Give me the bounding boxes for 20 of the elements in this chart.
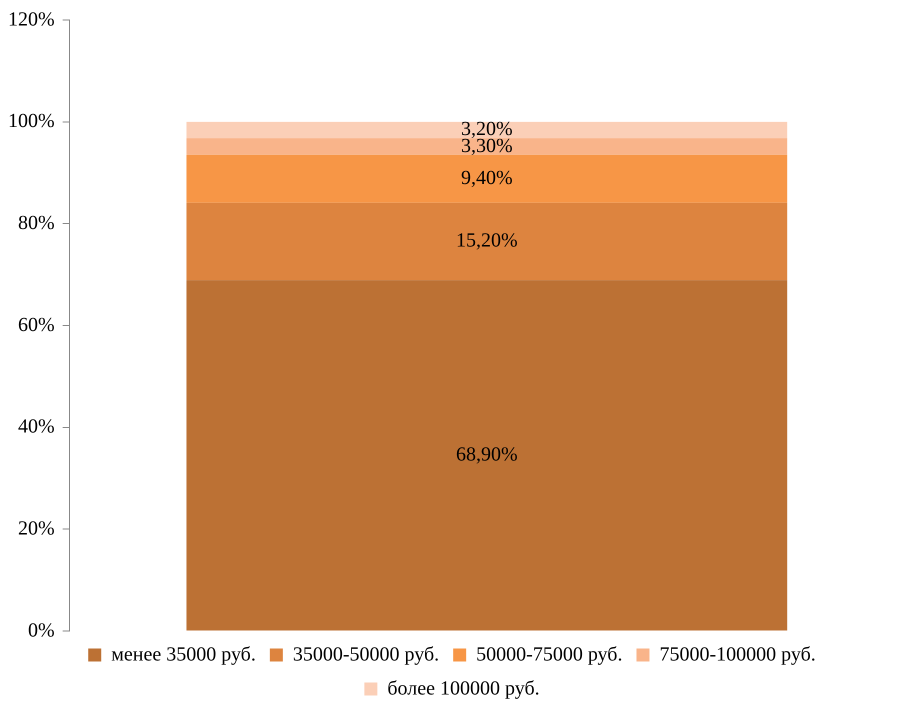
data-label: 15,20%: [456, 230, 518, 252]
bar: [186, 154, 788, 203]
y-tick-label: 60%: [18, 314, 55, 336]
y-tick-label: 80%: [18, 212, 55, 234]
legend-label: более 100000 руб.: [387, 677, 540, 700]
y-tick-label: 20%: [18, 517, 55, 540]
y-tick-label: 0%: [28, 619, 55, 642]
bar: [186, 280, 788, 630]
bar: [186, 122, 788, 138]
legend-label: 50000-75000 руб.: [476, 643, 622, 666]
legend-label: 35000-50000 руб.: [292, 643, 440, 666]
data-label: 68,90%: [456, 444, 518, 466]
legend-label: 75000-100000 руб.: [659, 643, 816, 666]
bar: [186, 138, 788, 155]
bar: [186, 202, 788, 280]
legend-label: менее 35000 руб.: [111, 643, 256, 666]
y-tick-label: 100%: [8, 110, 55, 132]
y-tick-label: 120%: [8, 8, 55, 30]
data-label: 9,40%: [460, 167, 513, 190]
y-tick-label: 40%: [18, 416, 55, 438]
